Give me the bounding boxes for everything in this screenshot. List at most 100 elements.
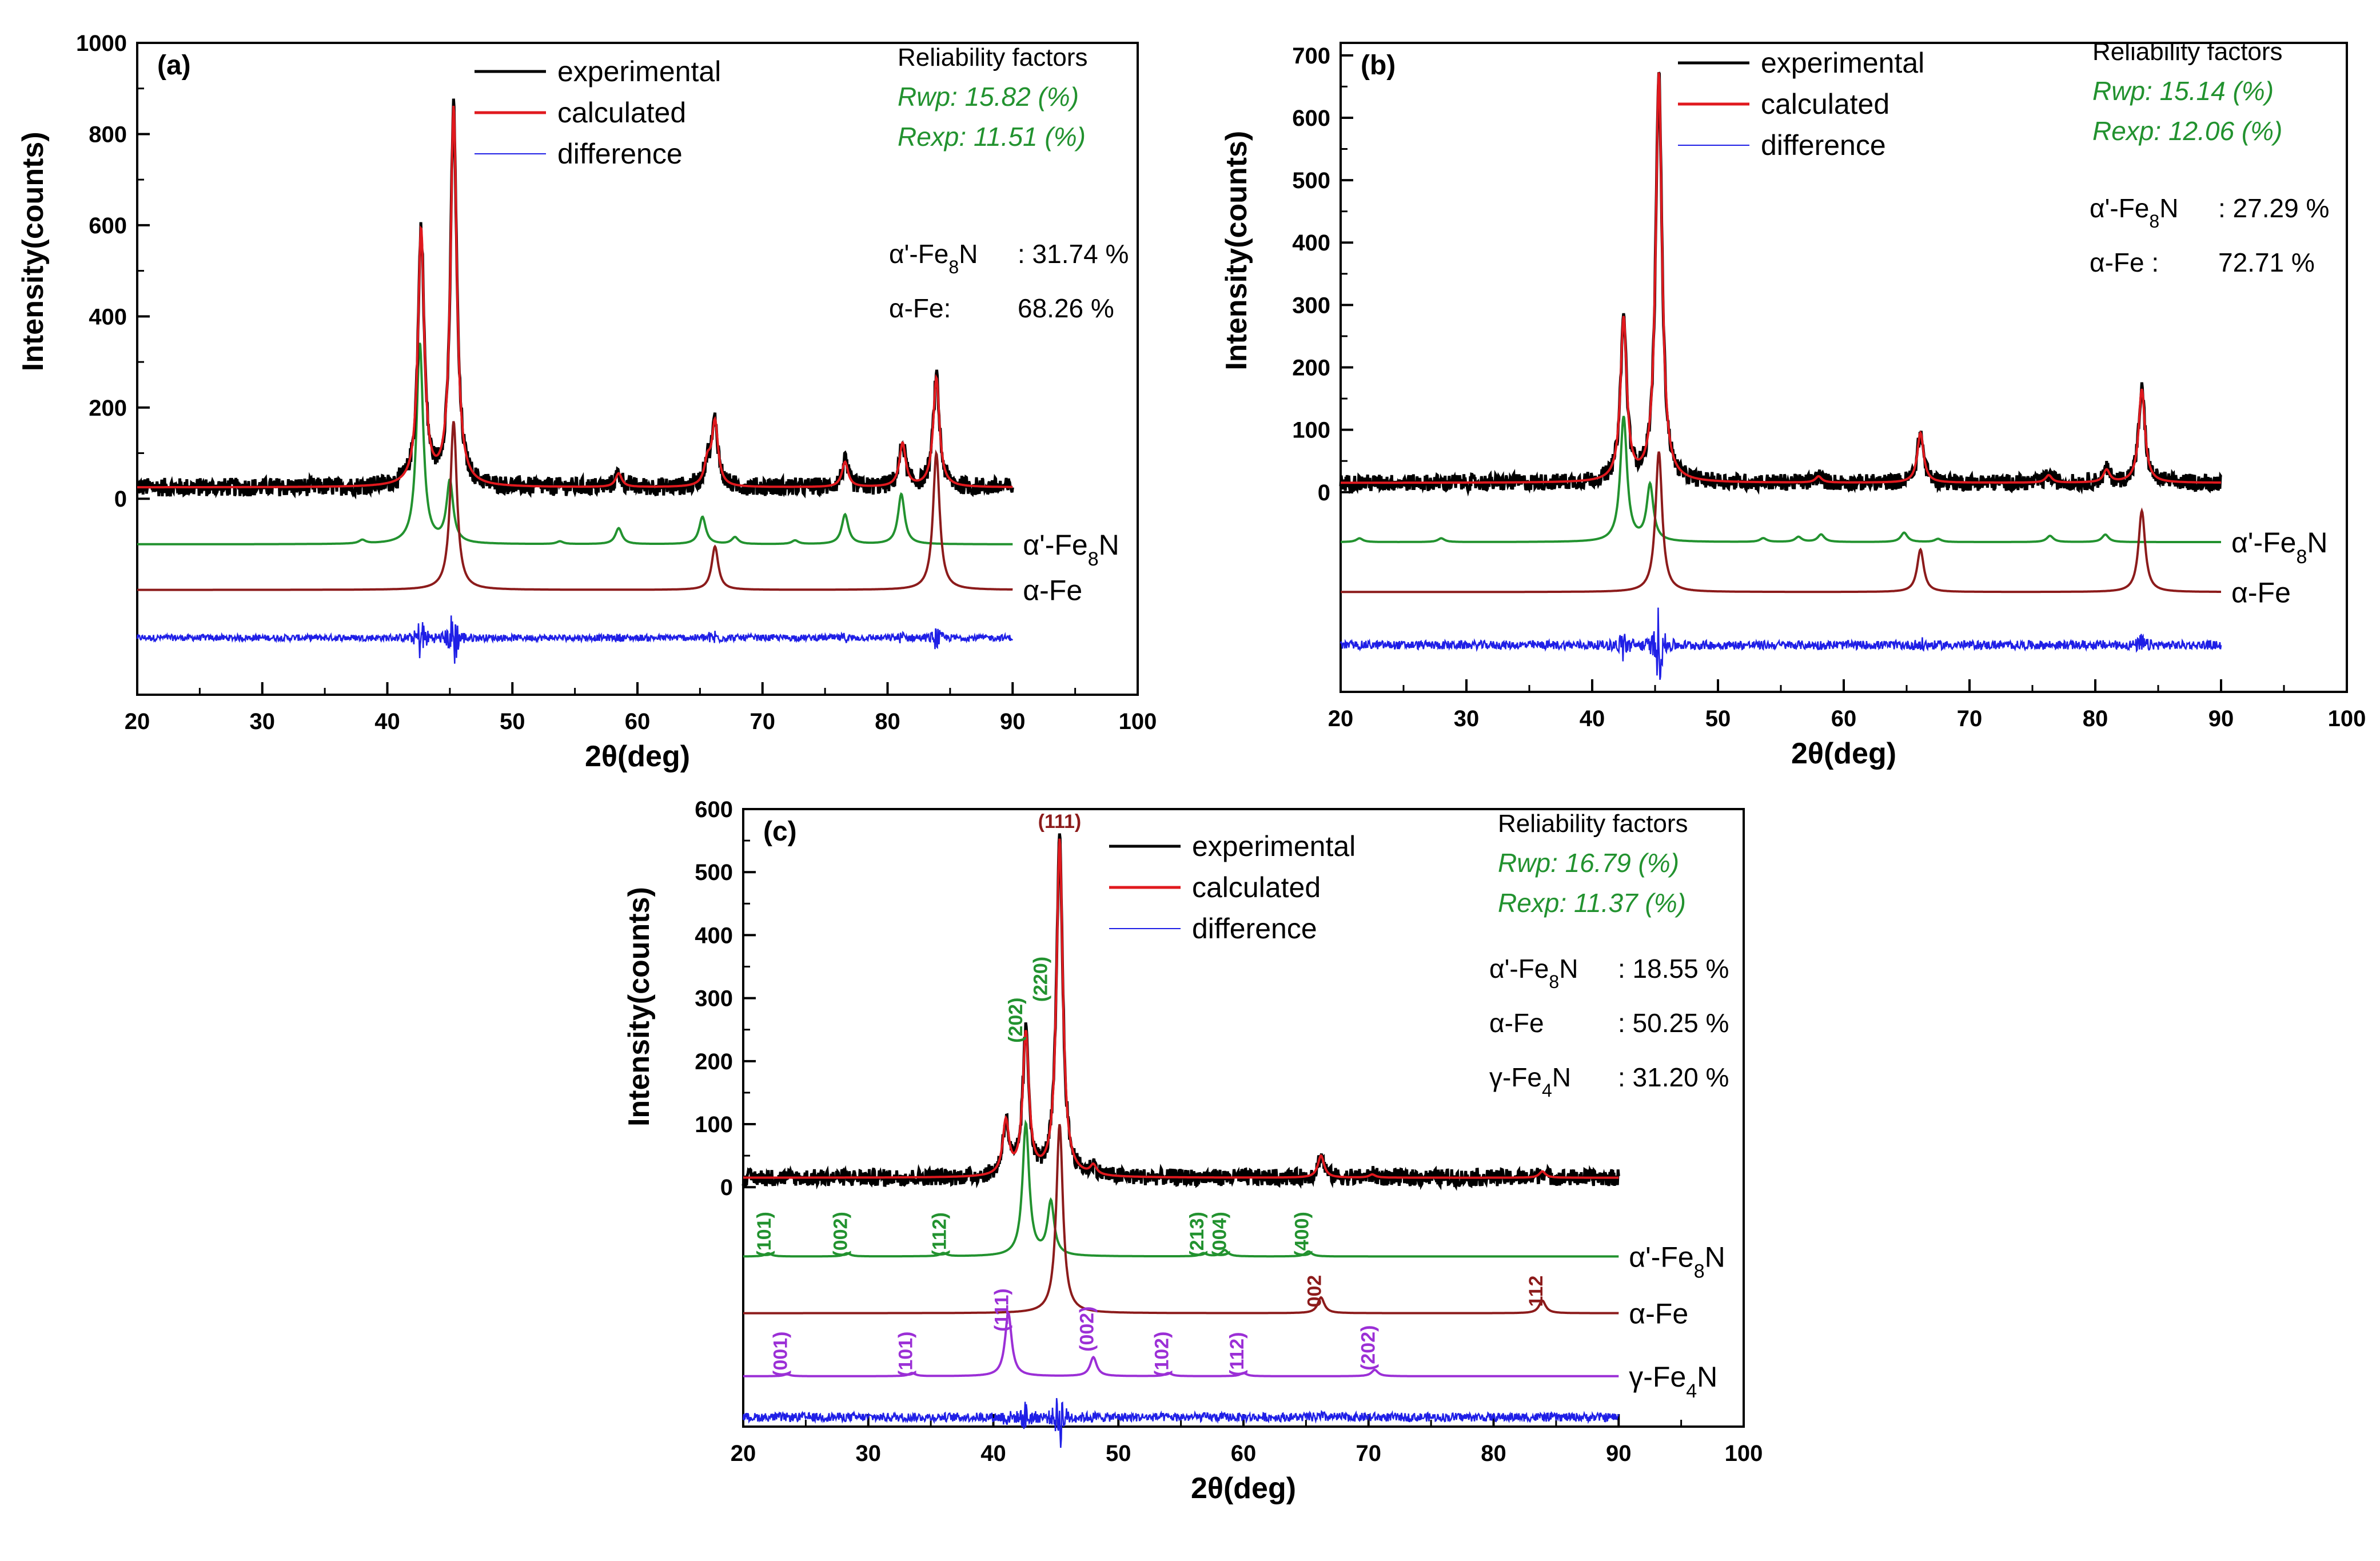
phase-line-alpha-prime-fe8n <box>743 1119 1619 1258</box>
difference-line <box>742 1397 1620 1448</box>
x-tick-label: 20 <box>125 709 150 734</box>
phase-label: α-Fe <box>1023 575 1082 607</box>
y-tick-label: 300 <box>1292 293 1330 318</box>
y-axis-label: Intensity(counts) <box>1220 131 1253 371</box>
x-axis-label: 2θ(deg) <box>585 740 690 773</box>
phase-fraction-value: : 31.20 % <box>1618 1062 1729 1092</box>
y-tick-label: 200 <box>1292 356 1330 381</box>
rexp-value: Rexp: 11.37 (%) <box>1498 888 1686 918</box>
y-tick-label: 400 <box>695 923 733 948</box>
hkl-label: (220) <box>1030 957 1052 1002</box>
legend-item: experimental <box>1761 47 1924 79</box>
hkl-label: (112) <box>1226 1332 1248 1377</box>
hkl-label: (400) <box>1291 1212 1313 1257</box>
x-tick-label: 50 <box>1106 1441 1131 1466</box>
phase-label: α'-Fe8N <box>1629 1241 1725 1282</box>
phase-fraction: α-Fe : <box>2090 248 2159 277</box>
experimental-line <box>136 98 1014 500</box>
hkl-label: (101) <box>754 1212 775 1257</box>
x-tick-label: 60 <box>1231 1441 1257 1466</box>
y-tick-label: 400 <box>1292 230 1330 256</box>
calculated-line <box>743 838 1619 1179</box>
phase-fraction: α-Fe: <box>889 293 951 323</box>
rexp-value: Rexp: 12.06 (%) <box>2092 116 2282 146</box>
x-tick-label: 70 <box>750 709 776 734</box>
legend-item: difference <box>1192 913 1317 945</box>
x-tick-label: 60 <box>1831 706 1857 731</box>
legend-item: calculated <box>557 97 686 129</box>
y-tick-label: 1000 <box>76 31 127 56</box>
y-tick-label: 300 <box>695 986 733 1012</box>
x-tick-label: 90 <box>1000 709 1026 734</box>
y-axis-label: Intensity(counts) <box>623 887 656 1126</box>
x-tick-label: 100 <box>1725 1441 1763 1466</box>
y-tick-label: 200 <box>89 396 127 421</box>
y-tick-label: 500 <box>695 860 733 885</box>
hkl-label: (101) <box>895 1332 916 1377</box>
hkl-label: (002) <box>1077 1306 1098 1351</box>
reliability-title: Reliability factors <box>2092 38 2283 66</box>
legend-item: calculated <box>1192 871 1321 903</box>
x-axis-label: 2θ(deg) <box>1791 737 1896 770</box>
x-tick-label: 50 <box>1705 706 1731 731</box>
rwp-value: Rwp: 16.79 (%) <box>1498 848 1679 878</box>
y-tick-label: 200 <box>695 1049 733 1074</box>
y-tick-label: 0 <box>720 1175 733 1200</box>
hkl-label: (213) <box>1186 1212 1208 1257</box>
y-tick-label: 700 <box>1292 43 1330 69</box>
x-tick-label: 30 <box>856 1441 882 1466</box>
phase-line-gamma-fe4n <box>743 1311 1619 1377</box>
phase-line-alpha-prime-fe8n <box>137 343 1013 545</box>
y-tick-label: 600 <box>1292 106 1330 131</box>
panel-b: 20 30 40 50 60 70 80 90 100 0 100 200 300 400 500 600 70… <box>1220 38 2366 770</box>
phase-line-alpha-prime-fe8n <box>1341 416 2221 543</box>
y-tick-label: 100 <box>1292 418 1330 443</box>
x-tick-label: 40 <box>374 709 400 734</box>
difference-line <box>1340 607 2222 680</box>
phase-fraction: α'-Fe8N <box>2090 193 2178 232</box>
x-tick-label: 70 <box>1957 706 1983 731</box>
y-tick-label: 0 <box>114 487 127 512</box>
reliability-title: Reliability factors <box>1498 810 1688 838</box>
hkl-label: 112 <box>1525 1276 1547 1307</box>
phase-fraction-value: : 27.29 % <box>2218 193 2329 223</box>
panel-a: 20 30 40 50 60 70 80 90 100020040060080010002θ(d… <box>17 31 1157 773</box>
x-tick-label: 40 <box>1580 706 1605 731</box>
experimental-line <box>741 833 1620 1191</box>
phase-fraction: α'-Fe8N <box>889 239 978 277</box>
hkl-label: (002) <box>830 1212 852 1257</box>
phase-label: α-Fe <box>2231 576 2291 608</box>
x-tick-label: 100 <box>1119 709 1157 734</box>
panel-label: (a) <box>157 50 191 81</box>
hkl-label: (111) <box>991 1288 1013 1332</box>
y-axis-label: Intensity(counts) <box>17 132 50 371</box>
panel-label: (b) <box>1361 50 1396 81</box>
phase-fraction: α'-Fe8N <box>1489 954 1578 992</box>
y-tick-label: 100 <box>695 1112 733 1137</box>
x-tick-label: 40 <box>980 1441 1006 1466</box>
legend-item: experimental <box>1192 830 1356 862</box>
phase-fraction-value: : 31.74 % <box>1018 239 1129 269</box>
phase-fraction: α-Fe <box>1489 1008 1544 1038</box>
x-tick-label: 20 <box>731 1441 756 1466</box>
x-tick-label: 60 <box>625 709 651 734</box>
y-tick-label: 400 <box>89 304 127 329</box>
legend-item: difference <box>1761 129 1886 161</box>
phase-fraction-value: : 50.25 % <box>1618 1008 1729 1038</box>
x-tick-label: 80 <box>2083 706 2108 731</box>
phase-line-alpha-fe <box>743 1124 1619 1315</box>
x-tick-label: 30 <box>1454 706 1480 731</box>
x-tick-label: 50 <box>500 709 525 734</box>
hkl-label: (202) <box>1005 997 1027 1042</box>
rwp-value: Rwp: 15.82 (%) <box>898 82 1079 112</box>
hkl-label: (102) <box>1151 1332 1173 1377</box>
hkl-label: (202) <box>1358 1325 1380 1371</box>
phase-fraction-value: 68.26 % <box>1018 293 1114 323</box>
phase-label: α'-Fe8N <box>2231 527 2327 568</box>
legend-item: difference <box>557 138 683 170</box>
x-tick-label: 100 <box>2328 706 2366 731</box>
phase-line-alpha-fe <box>1341 451 2221 594</box>
calculated-line <box>137 105 1013 489</box>
x-tick-label: 70 <box>1356 1441 1382 1466</box>
